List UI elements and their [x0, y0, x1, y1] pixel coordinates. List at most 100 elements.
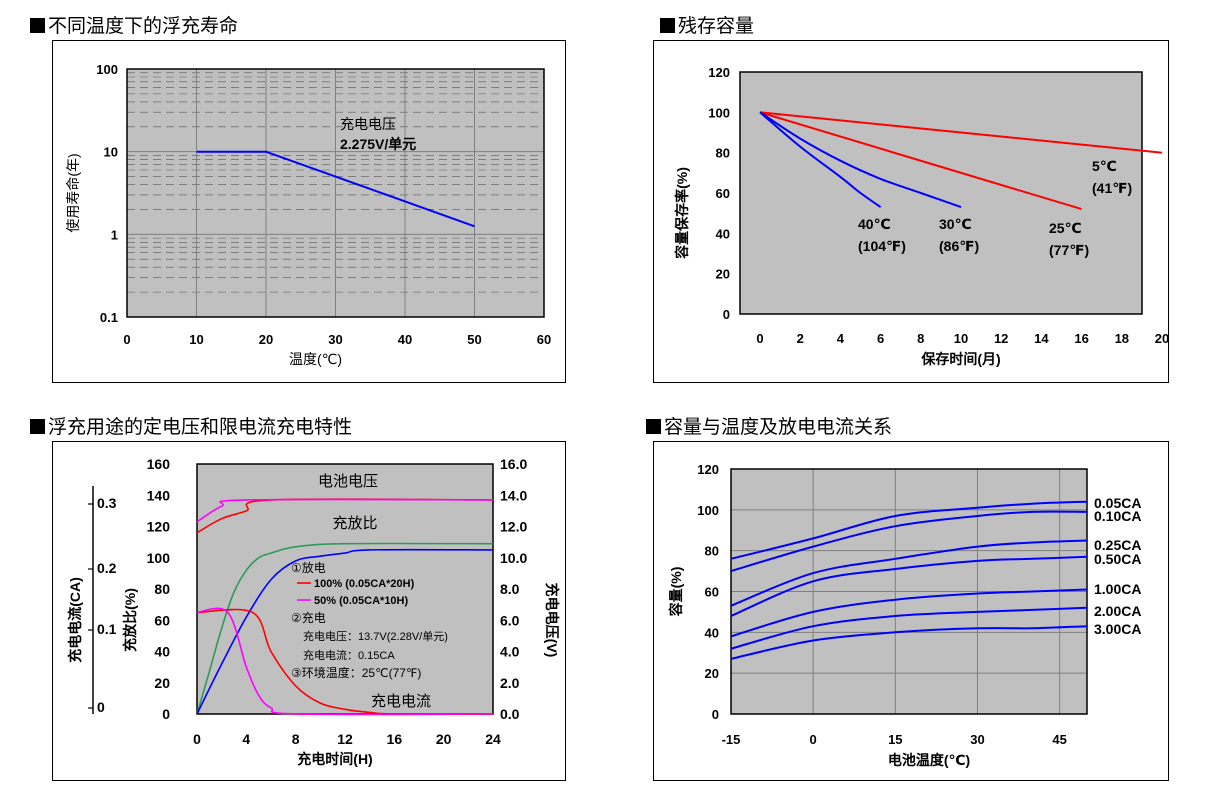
capacity-curve	[730, 555, 1088, 617]
y-tick-label: 120	[697, 462, 719, 477]
x-tick-label: 0	[810, 732, 817, 747]
y-tick-label: 0	[712, 707, 719, 722]
x-tick-label: 24	[485, 731, 501, 747]
y-tick-label-left: 120	[147, 519, 171, 535]
capacity-curve	[730, 625, 1088, 660]
x-tick-label: 10	[189, 332, 203, 347]
x-tick-label: 2	[797, 331, 804, 346]
y-tick-label-right: 2.0	[500, 675, 520, 691]
float-life-chart: 0 10 20 30 40 50 60 0.1 1 10 100 温度(℃) 使用寿命(年) 充电电压 2.…	[65, 62, 551, 367]
charge-characteristics-title: 浮充用途的定电压和限电流充电特性	[30, 415, 352, 439]
capacity-retention-panel: 0 2 4 6 8 10 12 14 16 18 20 0 20 40 60 80 100 120 保存时间(月) 容…	[653, 40, 1169, 383]
x-tick-label: 15	[888, 732, 902, 747]
y-tick-label: 80	[716, 146, 730, 161]
curve-temp-label: 40℃	[858, 216, 891, 232]
discharge-rate-label: 0.10CA	[1094, 508, 1141, 524]
capacity-curve	[730, 539, 1088, 607]
curve-temp-f-label: (77℉)	[1049, 242, 1089, 258]
discharge-rate-label: 2.00CA	[1094, 603, 1141, 619]
legend-ambient-temp: ③环境温度：25℃(77℉)	[291, 665, 421, 680]
x-tick-label: 8	[917, 331, 924, 346]
current-curve-label: 充电电流	[371, 693, 431, 710]
plot-border	[126, 68, 545, 318]
plot-border	[730, 468, 1088, 715]
x-tick-label: 20	[259, 332, 273, 347]
legend-charge-current: 充电电流：0.15CA	[303, 648, 395, 662]
discharge-rate-label: 3.00CA	[1094, 621, 1141, 637]
x-tick-label: 8	[292, 731, 300, 747]
title-bullet-icon	[30, 419, 45, 434]
y-tick-label: 10	[104, 145, 118, 160]
y-axis-label-ratio: 充放比(%)	[122, 588, 138, 652]
y-tick-label: 100	[697, 503, 719, 518]
y-tick-label: 40	[705, 625, 719, 640]
charge-curve	[196, 542, 494, 715]
charge-characteristics-chart: 0 4 8 12 16 20 24 0 20 40 60 80 100 120 140 160 0.0 2.0 4.…	[67, 456, 560, 767]
x-tick-label: 0	[193, 731, 201, 747]
y-tick-label-left: 140	[147, 487, 171, 503]
curve-temp-label: 25℃	[1049, 220, 1082, 236]
y-tick-label-left: 0	[162, 706, 170, 722]
y-axis-label: 使用寿命(年)	[65, 153, 81, 232]
capacity-curve	[730, 588, 1088, 638]
x-tick-label: 16	[1074, 331, 1088, 346]
y-tick-label-left: 20	[154, 675, 170, 691]
title-bullet-icon	[30, 18, 45, 33]
retention-line	[759, 111, 1163, 154]
capacity-temperature-panel: -15 0 15 30 45 0 20 40 60 80 100 120 电池温度(℃) 容量(%) 0.0…	[653, 441, 1169, 781]
current-axis-tick-label: 0.2	[97, 560, 117, 576]
y-tick-label: 100	[96, 62, 118, 77]
y-tick-label-left: 40	[154, 644, 170, 660]
capacity-temperature-chart: -15 0 15 30 45020406080100120电池温度(℃)容量(%)0.0…	[668, 462, 1141, 768]
x-tick-label: 60	[537, 332, 551, 347]
x-tick-label: 30	[970, 732, 984, 747]
x-tick-label: 4	[242, 731, 250, 747]
current-axis-tick-label: 0.3	[97, 495, 117, 511]
x-tick-label: 0	[756, 331, 763, 346]
x-axis-label: 电池温度(℃)	[888, 752, 970, 768]
capacity-retention-title: 残存容量	[660, 14, 754, 38]
x-tick-label: 40	[398, 332, 412, 347]
discharge-rate-label: 1.00CA	[1094, 581, 1141, 597]
x-tick-label: 14	[1034, 331, 1049, 346]
legend-charge-voltage: 充电电压：13.7V(2.28V/单元)	[303, 629, 448, 643]
discharge-rate-label: 0.05CA	[1094, 495, 1141, 511]
capacity-curve	[730, 606, 1088, 650]
curve-temp-f-label: (86℉)	[939, 238, 979, 254]
x-tick-label: 16	[387, 731, 403, 747]
x-tick-label: 0	[123, 332, 130, 347]
float-life-panel: 0 10 20 30 40 50 60 0.1 1 10 100 温度(℃) 使用寿命(年) 充电电压 2.…	[52, 40, 566, 383]
y-tick-label-right: 12.0	[500, 519, 527, 535]
annotation-voltage-value: 2.275V/单元	[340, 136, 416, 152]
current-axis-tick-label: 0	[97, 699, 105, 715]
y-tick-label: 120	[708, 65, 730, 80]
voltage-curve-label: 电池电压	[318, 473, 378, 490]
y-tick-label: 40	[716, 226, 730, 241]
curve-temp-f-label: (41℉)	[1092, 180, 1132, 196]
y-tick-label-right: 10.0	[500, 550, 527, 566]
y-tick-label: 60	[705, 585, 719, 600]
y-tick-label-left: 60	[154, 612, 170, 628]
title-bullet-icon	[646, 419, 661, 434]
y-tick-label: 0.1	[100, 310, 118, 325]
x-tick-label: 18	[1115, 331, 1129, 346]
ratio-curve-label: 充放比	[332, 515, 377, 532]
y-tick-label-left: 160	[147, 456, 171, 472]
plot-area	[739, 71, 1143, 315]
x-axis-label: 温度(℃)	[289, 351, 342, 367]
x-tick-label: 20	[436, 731, 452, 747]
y-tick-label: 0	[723, 307, 730, 322]
x-tick-label: 12	[994, 331, 1008, 346]
curve-temp-label: 30℃	[939, 216, 972, 232]
x-tick-label: -15	[722, 732, 741, 747]
y-tick-label-right: 16.0	[500, 456, 527, 472]
y-tick-label-right: 14.0	[500, 487, 527, 503]
legend-discharge-100: 100% (0.05CA*20H)	[314, 578, 415, 590]
curve-temp-f-label: (104℉)	[858, 238, 906, 254]
curve-temp-label: 5℃	[1092, 158, 1117, 174]
capacity-curve	[730, 500, 1088, 560]
y-axis-label-voltage: 充电电压(V)	[544, 583, 560, 658]
y-axis-label: 容量(%)	[668, 567, 684, 618]
y-tick-label: 20	[705, 666, 719, 681]
charge-characteristics-panel: 0 4 8 12 16 20 24 0 20 40 60 80 100 120 140 160 0.0 2.0 4.…	[52, 441, 566, 781]
